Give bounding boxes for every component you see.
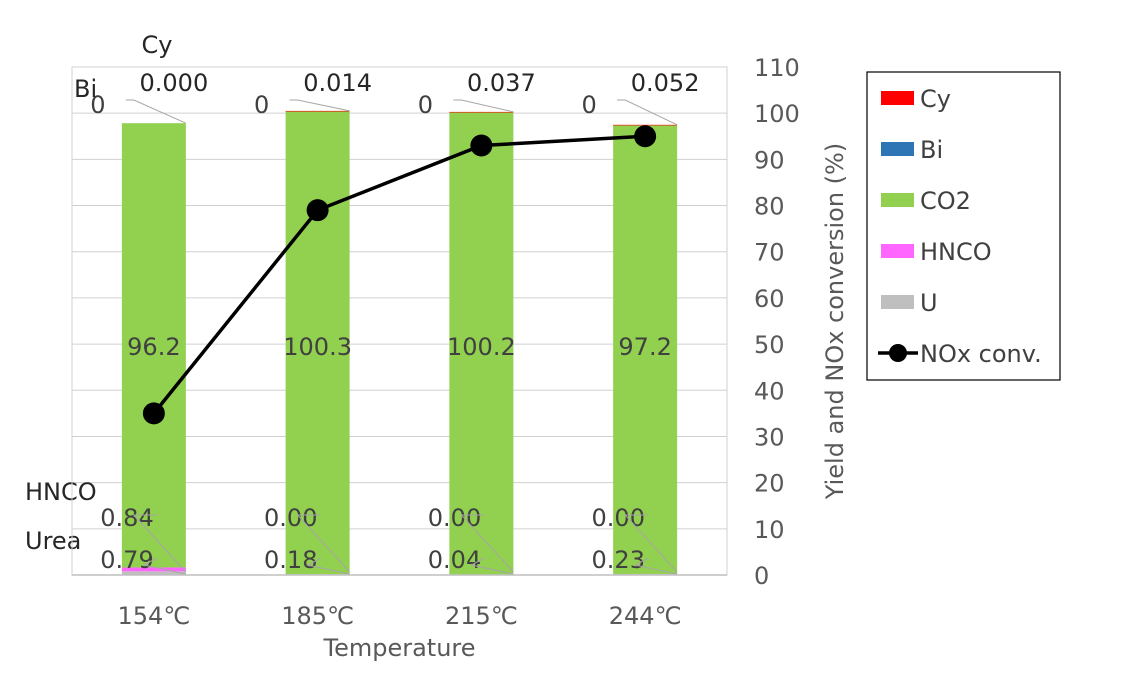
hnco-leader-line <box>623 514 678 573</box>
bar-hnco <box>121 567 186 572</box>
legend-label: U <box>920 289 938 317</box>
bi-data-label: 0 <box>581 91 596 119</box>
legend-label: NOx conv. <box>920 340 1042 368</box>
bars <box>121 110 678 576</box>
hnco-leader-line <box>296 514 350 573</box>
urea-leader-line <box>469 557 514 575</box>
legend-label: Bi <box>920 136 943 164</box>
hnco-leader-line <box>460 514 514 573</box>
legend-label: HNCO <box>920 238 992 266</box>
y-tick-label: 50 <box>754 331 785 359</box>
cy-leader-line <box>125 99 187 124</box>
x-tick-label: 185℃ <box>281 602 354 630</box>
x-tick-label: 244℃ <box>609 602 682 630</box>
bi-side-label: Bi <box>74 75 97 103</box>
nox-conversion-marker <box>306 199 329 222</box>
legend-label: CO2 <box>920 187 971 215</box>
y-tick-label: 20 <box>754 470 785 498</box>
cy-data-label: 0.052 <box>631 69 700 97</box>
bar-cy <box>285 110 350 112</box>
nox-conversion-marker <box>470 134 493 157</box>
nox-conversion-line-layer <box>142 125 657 425</box>
y-tick-label: 40 <box>754 377 785 405</box>
y-tick-label: 80 <box>754 193 785 221</box>
y-tick-label: 60 <box>754 285 785 313</box>
nox-conversion-marker <box>142 402 165 425</box>
bar-co2 <box>449 112 514 575</box>
bar-co2 <box>121 123 186 568</box>
legend: Cy Bi CO2 HNCO U NOx conv. <box>866 71 1061 381</box>
cy-leader-line <box>617 99 678 126</box>
x-tick-label: 215℃ <box>445 602 518 630</box>
legend-swatch-hnco <box>881 244 914 258</box>
co2-data-label: 97.2 <box>618 333 671 361</box>
y-tick-label: 30 <box>754 423 785 451</box>
legend-label: Cy <box>920 85 951 113</box>
urea-data-label: 0.04 <box>428 546 481 574</box>
y-tick-label: 100 <box>754 100 800 128</box>
legend-swatch-bi <box>881 142 914 156</box>
urea-leader-line <box>633 557 678 575</box>
legend-swatch-u <box>881 295 914 309</box>
data-labels: 96.20.790.8400.000100.30.180.0000.014100… <box>25 31 700 575</box>
bi-data-label: 0 <box>418 91 433 119</box>
x-axis-title: Temperature <box>322 634 475 662</box>
urea-data-label: 0.23 <box>592 546 645 574</box>
y-tick-label: 110 <box>754 54 800 82</box>
bar-u <box>121 571 186 575</box>
y-axis-title: Yield and NOx conversion (%) <box>821 143 849 500</box>
y-tick-label: 90 <box>754 146 785 174</box>
nox-conversion-line <box>152 134 646 415</box>
co2-data-label: 96.2 <box>127 333 180 361</box>
bar-co2 <box>285 110 350 575</box>
cy-data-label: 0.037 <box>467 69 536 97</box>
urea-leader-line <box>142 557 186 575</box>
legend-swatch-marker <box>889 344 907 362</box>
legend-swatch-cy <box>881 91 914 105</box>
y-tick-label: 0 <box>754 562 769 590</box>
legend-box <box>866 71 1061 381</box>
urea-data-label: 0.18 <box>264 546 317 574</box>
nox-conversion-marker <box>634 125 657 148</box>
hnco-side-label: HNCO <box>25 478 97 506</box>
y-tick-label: 10 <box>754 516 785 544</box>
cy-data-label: 0.000 <box>140 69 209 97</box>
bar-cy <box>613 124 678 126</box>
urea-leader-line <box>306 557 350 575</box>
x-tick-label: 154℃ <box>117 602 190 630</box>
urea-data-label: 0.79 <box>100 546 153 574</box>
y-tick-label: 70 <box>754 239 785 267</box>
co2-data-label: 100.3 <box>283 333 352 361</box>
cy-leader-line <box>453 99 514 113</box>
axes: 0 10 20 30 40 50 60 70 80 90 100 110 154℃ 185℃ 215℃ 244… <box>71 54 849 662</box>
legend-swatch-co2 <box>881 193 914 207</box>
urea-side-label: Urea <box>25 527 81 555</box>
bi-data-label: 0 <box>90 91 105 119</box>
co2-data-label: 100.2 <box>447 333 516 361</box>
cy-leader-line <box>289 99 350 112</box>
cy-data-label: 0.014 <box>303 69 372 97</box>
bar-co2 <box>613 125 678 574</box>
bi-data-label: 0 <box>254 91 269 119</box>
bar-cy <box>449 111 514 113</box>
hnco-leader-line <box>132 514 187 573</box>
cy-side-label: Cy <box>142 31 173 59</box>
